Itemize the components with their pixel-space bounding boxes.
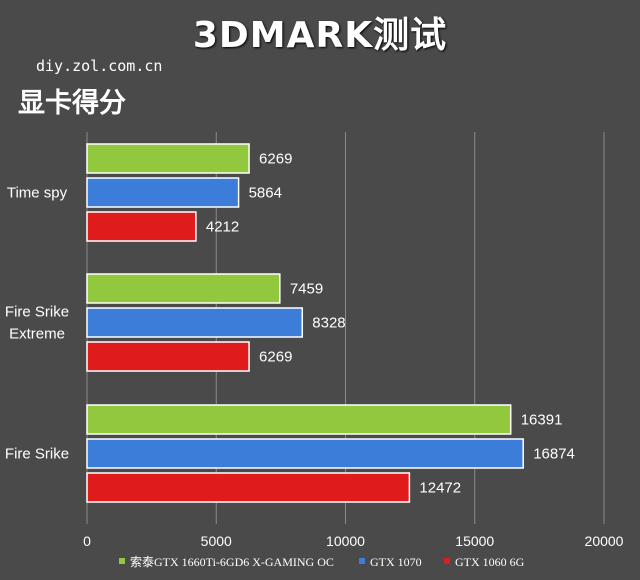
legend: 索泰GTX 1660Ti-6GD6 X-GAMING OC GTX 1070 GTX… xyxy=(119,555,525,569)
data-label: 4212 xyxy=(206,219,239,236)
legend-marker xyxy=(444,558,450,564)
bar-3-2 xyxy=(86,341,250,372)
category-labels: Time spy Fire Srike Extreme Fire Srike xyxy=(5,185,69,463)
bar-2-3 xyxy=(86,438,524,469)
bar-3-3 xyxy=(86,472,411,503)
legend-label: 索泰GTX 1660Ti-6GD6 X-GAMING OC xyxy=(130,555,334,569)
bar-1-1 xyxy=(86,143,250,174)
category-label: Extreme xyxy=(9,326,65,343)
data-label: 6269 xyxy=(259,349,292,366)
bar-2-2 xyxy=(86,307,304,338)
legend-label: GTX 1070 xyxy=(370,555,422,569)
bar-1-3 xyxy=(86,404,512,435)
data-label: 5864 xyxy=(249,185,282,202)
chart-subtitle: 显卡得分 xyxy=(18,88,126,119)
legend-marker xyxy=(119,558,125,564)
bar-1-2 xyxy=(86,273,281,304)
x-tick-label: 0 xyxy=(83,533,91,549)
legend-label: GTX 1060 6G xyxy=(455,555,525,569)
x-tick-label: 5000 xyxy=(201,533,232,549)
x-tick-label: 15000 xyxy=(455,533,494,549)
category-label: Time spy xyxy=(7,185,68,202)
legend-marker xyxy=(359,558,365,564)
data-label: 7459 xyxy=(290,281,323,298)
data-label: 12472 xyxy=(419,480,461,497)
bars xyxy=(86,143,524,503)
category-label: Fire Srike xyxy=(5,446,69,463)
x-tick-label: 20000 xyxy=(585,533,624,549)
site-watermark: diy.zol.com.cn xyxy=(36,57,163,75)
data-label: 6269 xyxy=(259,151,292,168)
bar-3-1 xyxy=(86,211,197,242)
chart-title: 3DMARK测试 xyxy=(192,15,448,56)
data-label: 16391 xyxy=(521,412,563,429)
x-tick-label: 10000 xyxy=(326,533,365,549)
category-label: Fire Srike xyxy=(5,304,69,321)
bar-2-1 xyxy=(86,177,240,208)
data-labels: 6269 5864 4212 7459 8328 6269 16391 16874 12472 xyxy=(206,151,575,497)
data-label: 8328 xyxy=(312,315,345,332)
x-axis-ticks: 0 5000 10000 15000 20000 xyxy=(83,533,624,549)
data-label: 16874 xyxy=(533,446,575,463)
